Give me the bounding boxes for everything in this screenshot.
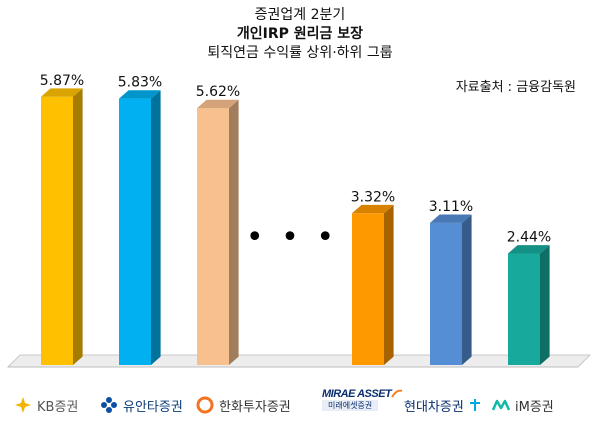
logo-yuanta: 유안타증권: [100, 392, 183, 418]
hanwha-circle-icon: [196, 396, 214, 414]
data-label: 3.11%: [429, 199, 473, 215]
logo-hyundai-text: 현대차증권: [404, 399, 464, 415]
bar-top: [352, 204, 394, 214]
logo-hanwha-text: 한화투자증권: [219, 399, 291, 415]
bar-front: [508, 253, 540, 365]
hyundai-plus-icon: [469, 398, 481, 412]
bar-side: [229, 99, 239, 365]
bar-side: [540, 245, 550, 365]
bar-side: [151, 90, 161, 366]
bar-top: [197, 99, 239, 109]
data-label: 5.87%: [40, 73, 84, 89]
bar-front: [119, 98, 151, 366]
bar-front: [352, 213, 384, 365]
title-line-product: 개인IRP 원리금 보장: [236, 26, 364, 42]
chart-title-block: 증권업계 2분기 개인IRP 원리금 보장 퇴직연금 수익률 상위·하위 그룹: [0, 6, 600, 63]
title-line-period: 증권업계 2분기: [254, 7, 346, 23]
logo-im: iM증권: [492, 392, 554, 418]
logo-im-text: iM증권: [515, 399, 554, 415]
logo-hanwha: 한화투자증권: [196, 392, 291, 418]
title-line-subject: 퇴직연금 수익률 상위·하위 그룹: [207, 45, 393, 61]
bar-front: [197, 108, 229, 365]
logo-kb: KB증권: [14, 392, 78, 418]
logo-yuanta-text: 유안타증권: [123, 399, 183, 415]
bar-side: [73, 88, 83, 365]
source-note: 자료출처 : 금융감독원: [455, 80, 576, 95]
data-label: 2.44%: [507, 230, 551, 246]
chart-floor: [6, 354, 592, 368]
gap-ellipsis: • • •: [246, 220, 338, 255]
logo-kb-text: KB증권: [37, 399, 79, 415]
bar-top: [430, 214, 472, 223]
logo-mirae: MIRAE ASSET 미래에셋증권: [322, 388, 403, 414]
bar-front: [41, 96, 73, 365]
bar-top: [119, 90, 161, 99]
data-label: 3.32%: [351, 189, 395, 205]
yuanta-flower-icon: [100, 396, 118, 414]
logo-mirae-top: MIRAE ASSET: [322, 388, 392, 400]
bar-top: [508, 245, 550, 254]
kb-star-icon: [14, 396, 32, 414]
bar-top: [41, 88, 83, 97]
bar-front: [430, 222, 462, 365]
logo-hyundai: 현대차증권: [404, 392, 481, 418]
mirae-swoosh-icon: [391, 389, 403, 399]
bar-side: [384, 204, 394, 365]
im-wave-icon: [492, 398, 510, 412]
logo-mirae-bottom: 미래에셋증권: [322, 400, 379, 411]
data-label: 5.83%: [118, 75, 162, 91]
bar-side: [462, 214, 472, 365]
data-label: 5.62%: [196, 84, 240, 100]
